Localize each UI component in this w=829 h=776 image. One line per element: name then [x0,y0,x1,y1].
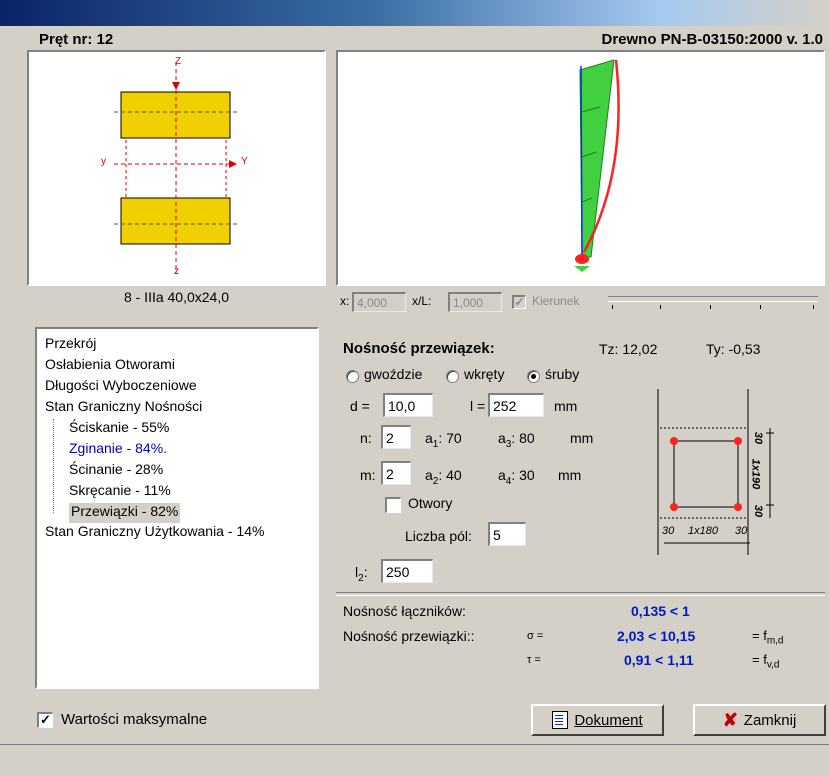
radio-sruby-label: śruby [545,366,580,382]
z-axis-label: Z [175,56,182,67]
otwory-label: Otwory [408,495,453,511]
liczba-input[interactable]: 5 [488,522,526,546]
l-unit: mm [554,398,578,414]
deflection-curve [582,59,620,253]
l2-label: l2: [355,564,368,584]
separator [336,592,825,596]
dim-30a: 30 [752,431,765,445]
a-unit-2: mm [558,467,582,483]
x-label: x: [340,294,350,308]
dokument-button[interactable]: Dokument [531,704,664,736]
y-axis-label-right: Y [241,156,248,167]
ty-value: Ty: -0,53 [706,341,761,357]
n-label: n: [360,430,372,446]
tree-item-przekroj[interactable]: Przekrój [45,335,97,351]
member-view [336,50,825,286]
m-label: m: [360,467,376,483]
n-input[interactable]: 2 [381,425,411,449]
przew-label: Nośność przewiązki:: [343,628,475,644]
check-tree[interactable]: Przekrój Osłabienia Otworami Długości Wy… [35,327,319,689]
support-node [575,254,589,264]
d-label: d = [350,398,370,414]
dim-30b: 30 [752,504,765,518]
radio-sruby[interactable] [527,370,540,383]
zamknij-label: Zamknij [743,711,797,729]
dim-30c: 30 [662,525,675,537]
fvd-label: = fv,d [752,652,780,671]
tau-value: 0,91 < 1,11 [624,652,694,668]
x-input[interactable]: 4,000 [352,292,406,312]
document-icon [552,711,569,729]
l2-input[interactable]: 250 [381,559,433,583]
a2-text: a2: 40 [425,467,462,487]
connector-drawing [657,389,774,555]
lacz-label: Nośność łączników: [343,603,466,619]
tree-item-sgn[interactable]: Stan Graniczny Nośności [45,398,203,414]
radio-gwozdzie[interactable] [346,370,359,383]
max-label: Wartości maksymalne [61,711,208,728]
nosnosc-title: Nośność przewiązek: [343,340,495,357]
kierunek-label: Kierunek [532,294,580,308]
radio-gwozdzie-label: gwoździe [364,366,423,382]
sigma-label: σ = [527,630,544,642]
section-name: 8 - IIIa 40,0x24,0 [123,289,230,305]
l-input[interactable]: 252 [488,393,544,417]
tree-item-skrecanie[interactable]: Skręcanie - 11% [69,482,171,498]
section-drawing [114,62,239,274]
close-icon: ✘ [722,709,738,730]
m-input[interactable]: 2 [381,461,411,485]
d-input[interactable]: 10,0 [383,393,433,417]
tree-item-dlugosci[interactable]: Długości Wyboczeniowe [45,377,197,393]
a4-text: a4: 30 [498,467,535,487]
sigma-value: 2,03 < 10,15 [617,628,696,644]
radio-wkrety[interactable] [446,370,459,383]
fmd-label: = fm,d [752,628,784,647]
standard-name: Drewno PN-B-03150:2000 v. 1.0 [601,31,824,48]
lacz-value: 0,135 < 1 [631,603,690,619]
tree-item-sciskanie[interactable]: Ściskanie - 55% [69,419,170,435]
dokument-label: Dokument [574,711,643,729]
dim-1x180: 1x180 [688,525,718,537]
section-view: Z y Y z [27,50,326,286]
a1-text: a1: 70 [425,430,462,450]
dim-1x190: 1x190 [749,458,762,490]
tau-label: τ = [527,654,541,666]
kierunek-checkbox[interactable]: ✓ [512,295,526,309]
tree-item-oslabienia[interactable]: Osłabienia Otworami [45,356,175,372]
otwory-checkbox[interactable] [385,497,401,513]
radio-wkrety-label: wkręty [464,366,505,382]
tree-item-sgu[interactable]: Stan Graniczny Użytkowania - 14% [45,523,265,539]
tree-item-zginanie[interactable]: Zginanie - 84%. [69,440,168,456]
member-drawing [574,59,620,272]
zamknij-button[interactable]: ✘ Zamknij [693,704,826,736]
element-number: Pręt nr: 12 [39,31,114,48]
tree-item-scinanie[interactable]: Ścinanie - 28% [69,461,164,477]
max-checkbox[interactable]: ✓ [37,712,53,728]
a3-text: a3: 80 [498,430,535,450]
tz-value: Tz: 12,02 [599,341,658,357]
xl-input[interactable]: 1,000 [448,292,502,312]
position-slider[interactable] [608,294,818,310]
z-axis-label-bottom: z [174,266,179,277]
tree-item-przewiazki[interactable]: Przewiązki - 82% [69,503,181,523]
l-label: l = [470,398,486,414]
y-axis-label: y [101,156,106,167]
status-bar [0,744,829,776]
xl-label: x/L: [412,294,432,308]
liczba-label: Liczba pól: [405,528,472,544]
dim-30d: 30 [735,525,748,537]
a-unit-1: mm [570,430,594,446]
title-bar [0,0,829,26]
